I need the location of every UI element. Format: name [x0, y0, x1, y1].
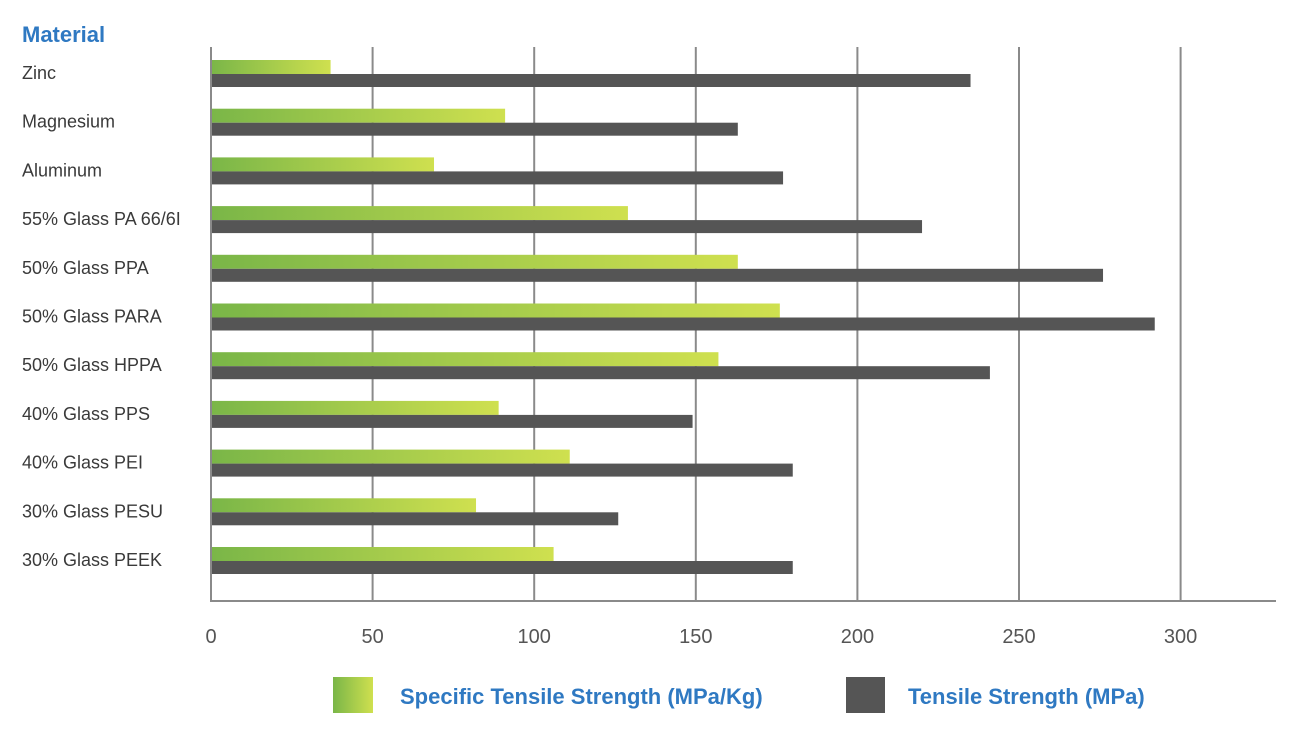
legend-label-specific: Specific Tensile Strength (MPa/Kg) — [400, 684, 763, 709]
bar-specific-tensile — [211, 449, 570, 464]
legend-swatch-specific — [333, 677, 373, 713]
bar-specific-tensile — [211, 498, 477, 513]
bar-tensile — [211, 512, 619, 526]
bar-tensile — [211, 317, 1155, 331]
tick-labels: 0 50 100 150 200 250 300 — [205, 626, 1197, 648]
legend-swatch-tensile — [846, 677, 885, 713]
bar-tensile — [211, 463, 793, 477]
x-tick-label: 50 — [361, 626, 383, 648]
bar-specific-tensile — [211, 254, 738, 269]
x-tick-label: 250 — [1002, 626, 1035, 648]
bar-tensile — [211, 268, 1104, 282]
x-tick-label: 150 — [679, 626, 712, 648]
category-label: 30% Glass PESU — [22, 501, 163, 521]
bar-tensile — [211, 171, 784, 185]
bar-tensile — [211, 74, 971, 87]
bar-specific-tensile — [211, 157, 435, 172]
bar-specific-tensile — [211, 303, 780, 318]
x-tick-label: 100 — [518, 626, 551, 648]
category-label: 50% Glass PARA — [22, 307, 162, 327]
category-label: Magnesium — [22, 112, 115, 132]
bar-specific-tensile — [211, 60, 331, 74]
category-label: 40% Glass PPS — [22, 404, 150, 424]
category-label: 30% Glass PEEK — [22, 550, 162, 570]
category-label: 55% Glass PA 66/6I — [22, 209, 181, 229]
axes — [210, 47, 1276, 602]
category-label: Zinc — [22, 63, 56, 83]
bar-tensile — [211, 366, 990, 380]
bar-specific-tensile — [211, 400, 499, 415]
bar-tensile — [211, 122, 738, 136]
y-axis-title: Material — [22, 22, 105, 47]
bar-tensile — [211, 220, 923, 234]
bar-specific-tensile — [211, 352, 719, 367]
bar-tensile — [211, 414, 693, 428]
x-tick-label: 300 — [1164, 626, 1197, 648]
x-tick-label: 0 — [205, 626, 216, 648]
legend: Specific Tensile Strength (MPa/Kg) Tensi… — [333, 677, 1145, 713]
bars — [211, 60, 1155, 574]
x-tick-label: 200 — [841, 626, 874, 648]
category-label: 40% Glass PEI — [22, 453, 143, 473]
legend-label-tensile: Tensile Strength (MPa) — [908, 684, 1145, 709]
bar-specific-tensile — [211, 108, 506, 123]
bar-specific-tensile — [211, 206, 628, 221]
category-label: 50% Glass PPA — [22, 258, 149, 278]
bar-tensile — [211, 561, 793, 574]
category-label: 50% Glass HPPA — [22, 355, 162, 375]
category-label: Aluminum — [22, 160, 102, 180]
bar-specific-tensile — [211, 547, 554, 561]
category-labels: Zinc Magnesium Aluminum 55% Glass PA 66/6I 5… — [22, 63, 181, 570]
